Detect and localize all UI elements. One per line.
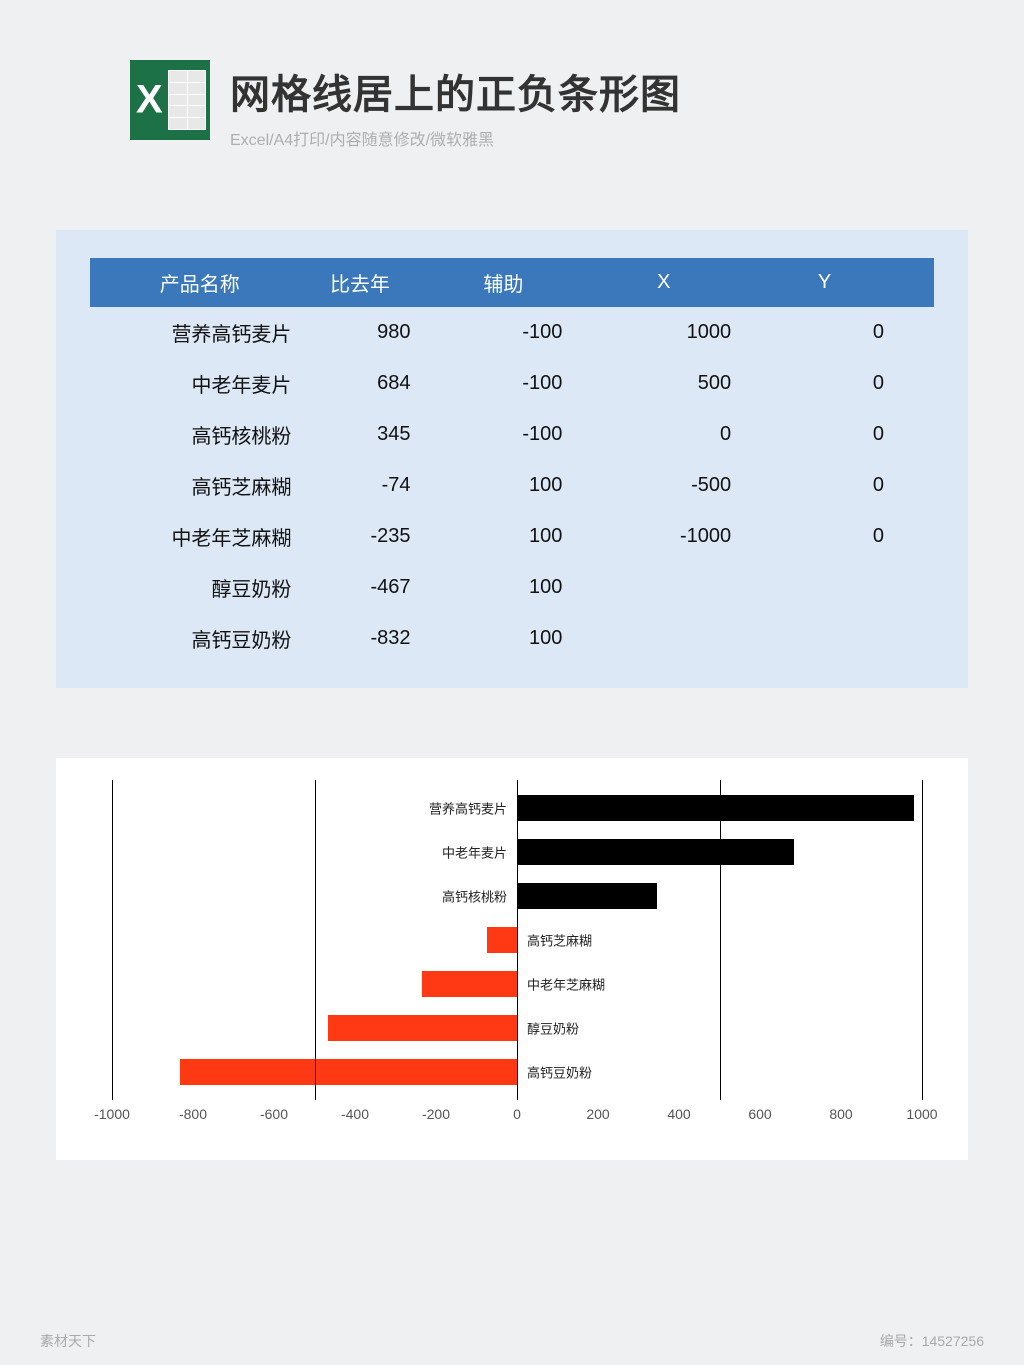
table-cell: -100 xyxy=(444,307,596,358)
table-cell: -467 xyxy=(309,562,444,613)
chart-x-tick: 0 xyxy=(513,1106,521,1122)
table-cell: -1000 xyxy=(596,511,765,562)
table-cell: -235 xyxy=(309,511,444,562)
chart-bar xyxy=(517,839,794,865)
excel-icon-sheet xyxy=(168,70,206,130)
table-cell: 100 xyxy=(444,562,596,613)
chart-bar xyxy=(422,971,517,997)
table-cell: 500 xyxy=(596,358,765,409)
footer-left: 素材天下 xyxy=(40,1331,96,1351)
table-row: 中老年芝麻糊-235100-10000 xyxy=(90,511,934,562)
table-cell: 0 xyxy=(765,358,934,409)
table-cell: 0 xyxy=(596,409,765,460)
table-row: 醇豆奶粉-467100 xyxy=(90,562,934,613)
table-cell: 0 xyxy=(765,307,934,358)
table-cell: 0 xyxy=(765,460,934,511)
header-text: 网格线居上的正负条形图 Excel/A4打印/内容随意修改/微软雅黑 xyxy=(230,60,681,150)
page-footer: 素材天下 编号：14527256 xyxy=(0,1331,1024,1351)
chart-x-tick: -400 xyxy=(341,1106,369,1122)
table-cell: 中老年麦片 xyxy=(90,358,309,409)
chart-bar-label: 中老年芝麻糊 xyxy=(527,975,605,994)
table-row: 中老年麦片684-1005000 xyxy=(90,358,934,409)
chart-gridline xyxy=(517,780,518,1100)
chart-bar-label: 营养高钙麦片 xyxy=(429,799,507,818)
table-cell: -500 xyxy=(596,460,765,511)
chart-x-tick: -200 xyxy=(422,1106,450,1122)
chart-gridline xyxy=(112,780,113,1100)
table-cell: -100 xyxy=(444,409,596,460)
chart-bar-label: 高钙豆奶粉 xyxy=(527,1063,592,1082)
table-cell: -74 xyxy=(309,460,444,511)
chart-gridline xyxy=(720,780,721,1100)
table-cell: -832 xyxy=(309,613,444,664)
page-subtitle: Excel/A4打印/内容随意修改/微软雅黑 xyxy=(230,126,681,150)
chart-x-axis: -1000-800-600-400-20002004006008001000 xyxy=(112,1106,922,1126)
table-cell: 0 xyxy=(765,511,934,562)
chart-x-tick: 1000 xyxy=(906,1106,937,1122)
bar-chart: 营养高钙麦片中老年麦片高钙核桃粉高钙芝麻糊中老年芝麻糊醇豆奶粉高钙豆奶粉 -10… xyxy=(56,758,968,1160)
chart-x-tick: 600 xyxy=(748,1106,771,1122)
chart-x-tick: 200 xyxy=(586,1106,609,1122)
page: X 网格线居上的正负条形图 Excel/A4打印/内容随意修改/微软雅黑 产品名… xyxy=(0,0,1024,1365)
table-cell: 684 xyxy=(309,358,444,409)
table-header-cell: 比去年 xyxy=(309,258,444,307)
table-cell xyxy=(596,562,765,613)
table-cell: 高钙豆奶粉 xyxy=(90,613,309,664)
chart-x-tick: 400 xyxy=(667,1106,690,1122)
chart-x-tick: -1000 xyxy=(94,1106,130,1122)
table-header-cell: X xyxy=(596,258,765,307)
table-cell: -100 xyxy=(444,358,596,409)
table-cell xyxy=(765,562,934,613)
chart-bar-label: 高钙核桃粉 xyxy=(442,887,507,906)
table-header-cell: 产品名称 xyxy=(90,258,309,307)
chart-x-tick: -800 xyxy=(179,1106,207,1122)
chart-bar-label: 高钙芝麻糊 xyxy=(527,931,592,950)
chart-bar xyxy=(180,1059,517,1085)
table-cell: 高钙核桃粉 xyxy=(90,409,309,460)
excel-icon: X xyxy=(130,60,210,140)
chart-bar xyxy=(487,927,517,953)
chart-area: 营养高钙麦片中老年麦片高钙核桃粉高钙芝麻糊中老年芝麻糊醇豆奶粉高钙豆奶粉 -10… xyxy=(80,776,944,1136)
table-header-cell: 辅助 xyxy=(444,258,596,307)
page-title: 网格线居上的正负条形图 xyxy=(230,62,681,120)
table-cell xyxy=(596,613,765,664)
chart-bar xyxy=(517,883,657,909)
table-cell: 100 xyxy=(444,511,596,562)
table-cell: 醇豆奶粉 xyxy=(90,562,309,613)
data-table: 产品名称比去年辅助XY 营养高钙麦片980-10010000中老年麦片684-1… xyxy=(90,258,934,664)
chart-bar-label: 中老年麦片 xyxy=(442,843,507,862)
data-table-wrap: 产品名称比去年辅助XY 营养高钙麦片980-10010000中老年麦片684-1… xyxy=(56,230,968,688)
table-cell: 营养高钙麦片 xyxy=(90,307,309,358)
table-row: 营养高钙麦片980-10010000 xyxy=(90,307,934,358)
table-cell: 980 xyxy=(309,307,444,358)
chart-bar-label: 醇豆奶粉 xyxy=(527,1019,579,1038)
table-cell: 高钙芝麻糊 xyxy=(90,460,309,511)
table-cell: 中老年芝麻糊 xyxy=(90,511,309,562)
table-row: 高钙豆奶粉-832100 xyxy=(90,613,934,664)
table-cell: 345 xyxy=(309,409,444,460)
table-cell: 1000 xyxy=(596,307,765,358)
table-row: 高钙芝麻糊-74100-5000 xyxy=(90,460,934,511)
table-cell: 0 xyxy=(765,409,934,460)
chart-gridline xyxy=(922,780,923,1100)
table-cell: 100 xyxy=(444,460,596,511)
chart-bar xyxy=(328,1015,517,1041)
table-cell: 100 xyxy=(444,613,596,664)
excel-icon-letter: X xyxy=(136,78,163,123)
table-row: 高钙核桃粉345-10000 xyxy=(90,409,934,460)
chart-x-tick: 800 xyxy=(829,1106,852,1122)
table-header-cell: Y xyxy=(765,258,934,307)
chart-bar xyxy=(517,795,914,821)
footer-right: 编号：14527256 xyxy=(880,1331,984,1351)
chart-plot: 营养高钙麦片中老年麦片高钙核桃粉高钙芝麻糊中老年芝麻糊醇豆奶粉高钙豆奶粉 xyxy=(112,780,922,1100)
chart-x-tick: -600 xyxy=(260,1106,288,1122)
header: X 网格线居上的正负条形图 Excel/A4打印/内容随意修改/微软雅黑 xyxy=(50,60,974,150)
chart-gridline xyxy=(315,780,316,1100)
table-cell xyxy=(765,613,934,664)
